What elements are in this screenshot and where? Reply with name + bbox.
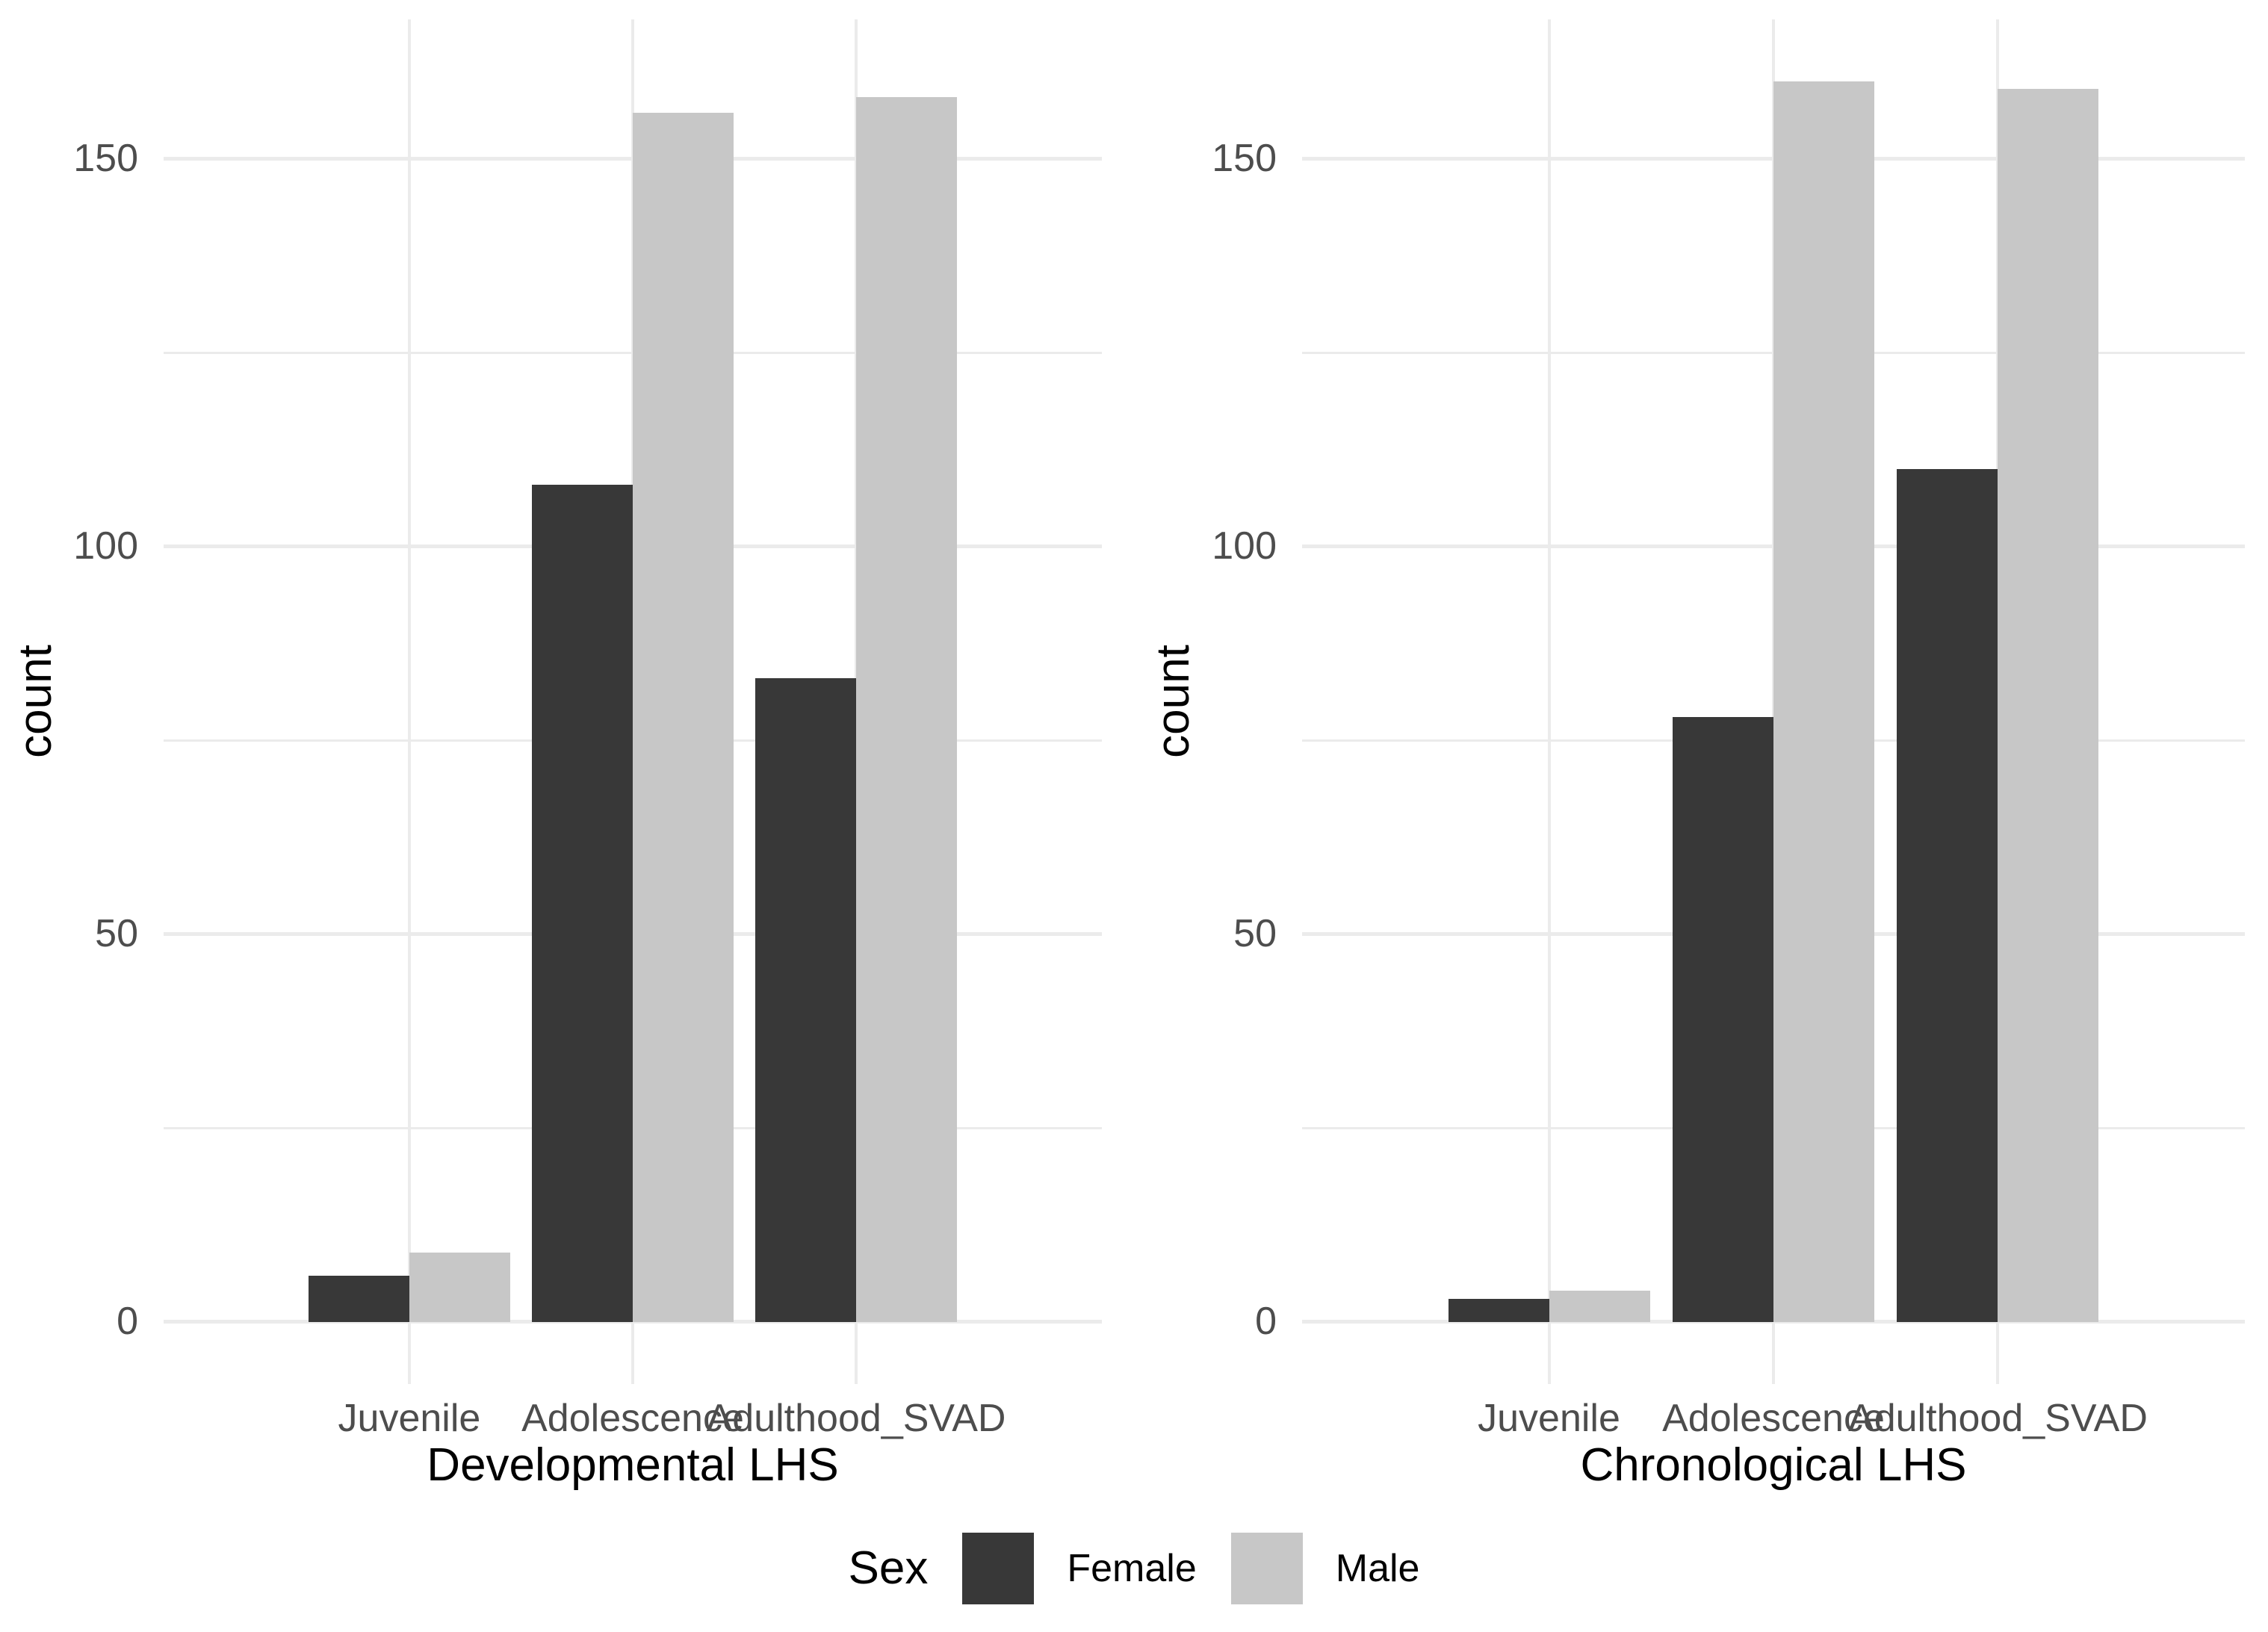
gridline-vertical-major — [407, 19, 411, 1384]
legend-swatch-female — [962, 1533, 1035, 1604]
right-y-axis-title: count — [1147, 645, 1199, 758]
bar-male-juvenile — [409, 1252, 510, 1322]
y-tick-label: 150 — [1212, 136, 1277, 180]
y-tick-label: 50 — [1233, 911, 1277, 955]
left-panel-plot-area: Developmental LHS 0 50 100 150 Juvenile Adole… — [73, 19, 1102, 1491]
bar-male-juvenile — [1549, 1291, 1650, 1322]
right-panel-plot-area: Chronological LHS 0 50 100 150 Juvenile Adole… — [1212, 19, 2245, 1491]
left-y-axis-title: count — [10, 645, 61, 758]
y-tick-label: 100 — [73, 524, 138, 568]
bar-male-adulthood_svad — [856, 96, 958, 1322]
legend-item-female: Female — [962, 1533, 1197, 1604]
gridline-vertical-major — [1547, 19, 1551, 1384]
x-tick-label: Adulthood_SVAD — [706, 1397, 1006, 1440]
y-tick-label: 0 — [117, 1299, 138, 1343]
bar-male-adulthood_svad — [1998, 89, 2099, 1322]
bar-female-adulthood_svad — [1897, 469, 1998, 1322]
bar-female-adolescence — [532, 484, 633, 1322]
left-x-axis-title: Developmental LHS — [427, 1439, 839, 1491]
bar-female-juvenile — [308, 1275, 409, 1322]
bar-male-adolescence — [1773, 81, 1874, 1322]
bar-female-adolescence — [1673, 717, 1773, 1322]
y-tick-label: 150 — [73, 136, 138, 180]
bar-male-adolescence — [633, 112, 734, 1322]
legend: Sex Female Male — [0, 1533, 2268, 1604]
y-tick-label: 50 — [95, 911, 138, 955]
legend-label-male: Male — [1335, 1547, 1420, 1590]
x-tick-label: Juvenile — [338, 1397, 481, 1440]
bar-female-juvenile — [1448, 1298, 1549, 1322]
legend-swatch-male — [1230, 1533, 1303, 1604]
x-tick-label: Adolescence — [521, 1397, 744, 1440]
y-tick-label: 0 — [1255, 1299, 1277, 1343]
x-tick-label: Adulthood_SVAD — [1848, 1397, 2148, 1440]
legend-title: Sex — [848, 1542, 929, 1594]
x-tick-label: Adolescence — [1662, 1397, 1885, 1440]
legend-item-male: Male — [1230, 1533, 1420, 1604]
x-tick-label: Juvenile — [1478, 1397, 1620, 1440]
y-tick-label: 100 — [1212, 524, 1277, 568]
legend-label-female: Female — [1067, 1547, 1197, 1590]
right-x-axis-title: Chronological LHS — [1580, 1439, 1967, 1491]
bar-female-adulthood_svad — [755, 678, 857, 1322]
